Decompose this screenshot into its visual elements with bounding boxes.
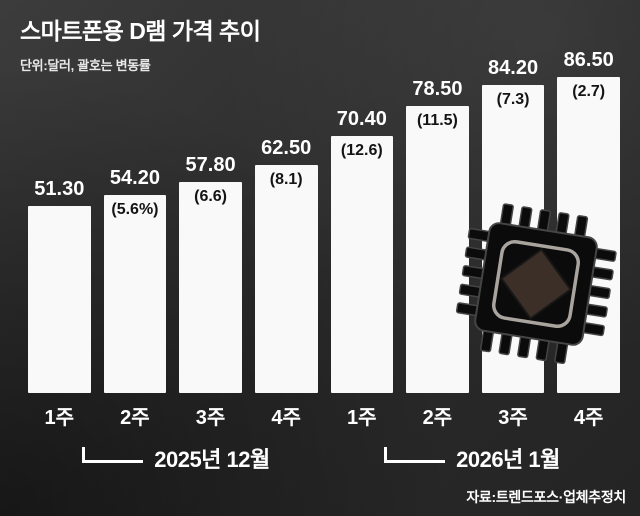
bar-change-label: (6.6) — [194, 188, 228, 205]
bar: (7.3) — [481, 85, 545, 393]
bar-change-label: (7.3) — [496, 91, 530, 108]
bar-value-label: 62.50 — [261, 137, 312, 159]
bar-change-label: (2.7) — [572, 83, 606, 100]
bar-value-label: 54.20 — [109, 167, 160, 189]
x-axis-group: 2026년 1월 — [324, 440, 620, 476]
x-axis-week-label: 3주 — [195, 407, 226, 429]
x-axis-week-label: 4주 — [573, 407, 604, 429]
bar-value-label: 78.50 — [412, 78, 463, 100]
bar-change-label: (11.5) — [416, 112, 458, 129]
bar-column: 86.50 (2.7) 4주 — [557, 49, 620, 430]
bar-chart: 51.30 1주 54.20 (5.6%) 2주 57.80 (6.6) 3주 62.50 (8.… — [28, 49, 620, 430]
bar-column: 54.20 (5.6%) 2주 — [103, 167, 167, 430]
bar: (2.7) — [557, 77, 620, 393]
x-axis-week-label: 2주 — [422, 407, 453, 429]
bar-column: 84.20 (7.3) 3주 — [481, 57, 545, 430]
bar-value-label: 86.50 — [563, 49, 614, 71]
bar-value-label: 57.80 — [185, 154, 236, 176]
bar-value-label: 84.20 — [488, 57, 539, 79]
bar-change-label: (8.1) — [269, 171, 303, 188]
axis-bracket — [384, 447, 446, 463]
chart-header: 스마트폰용 D램 가격 추이 단위:달러, 괄호는 변동률 — [20, 12, 261, 74]
x-axis-week-label: 1주 — [347, 407, 377, 429]
chart-subtitle: 단위:달러, 괄호는 변동률 — [20, 58, 151, 73]
bar-value-label: 51.30 — [34, 178, 85, 200]
x-axis-week-label: 2주 — [120, 407, 150, 429]
bar — [28, 206, 91, 393]
chart-title: 스마트폰용 D램 가격 추이 — [20, 18, 261, 44]
bar-value-label: 70.40 — [336, 108, 387, 130]
bar: (6.6) — [179, 182, 242, 393]
x-axis-group: 2025년 12월 — [28, 440, 324, 476]
bar-change-label: (12.6) — [340, 142, 383, 159]
bar: (12.6) — [330, 136, 394, 393]
x-axis-week-label: 1주 — [44, 407, 75, 429]
bar: (5.6%) — [103, 195, 167, 393]
bar-change-label: (5.6%) — [111, 201, 159, 218]
x-axis-groups: 2025년 12월 2026년 1월 — [28, 440, 620, 476]
bar: (11.5) — [406, 106, 469, 393]
bar-column: 57.80 (6.6) 3주 — [179, 154, 242, 430]
source-note: 자료:트렌드포스·업체추정치 — [466, 489, 626, 505]
x-axis-week-label: 3주 — [498, 407, 528, 429]
bar: (8.1) — [254, 165, 318, 393]
bar-column: 78.50 (11.5) 2주 — [406, 78, 469, 430]
x-axis-group-label: 2026년 1월 — [456, 447, 560, 472]
bar-column: 62.50 (8.1) 4주 — [254, 137, 318, 430]
bar-column: 70.40 (12.6) 1주 — [330, 108, 394, 430]
x-axis-week-label: 4주 — [271, 407, 301, 429]
bar-column: 51.30 1주 — [28, 178, 91, 430]
axis-bracket — [82, 447, 144, 463]
x-axis-group-label: 2025년 12월 — [154, 447, 270, 472]
